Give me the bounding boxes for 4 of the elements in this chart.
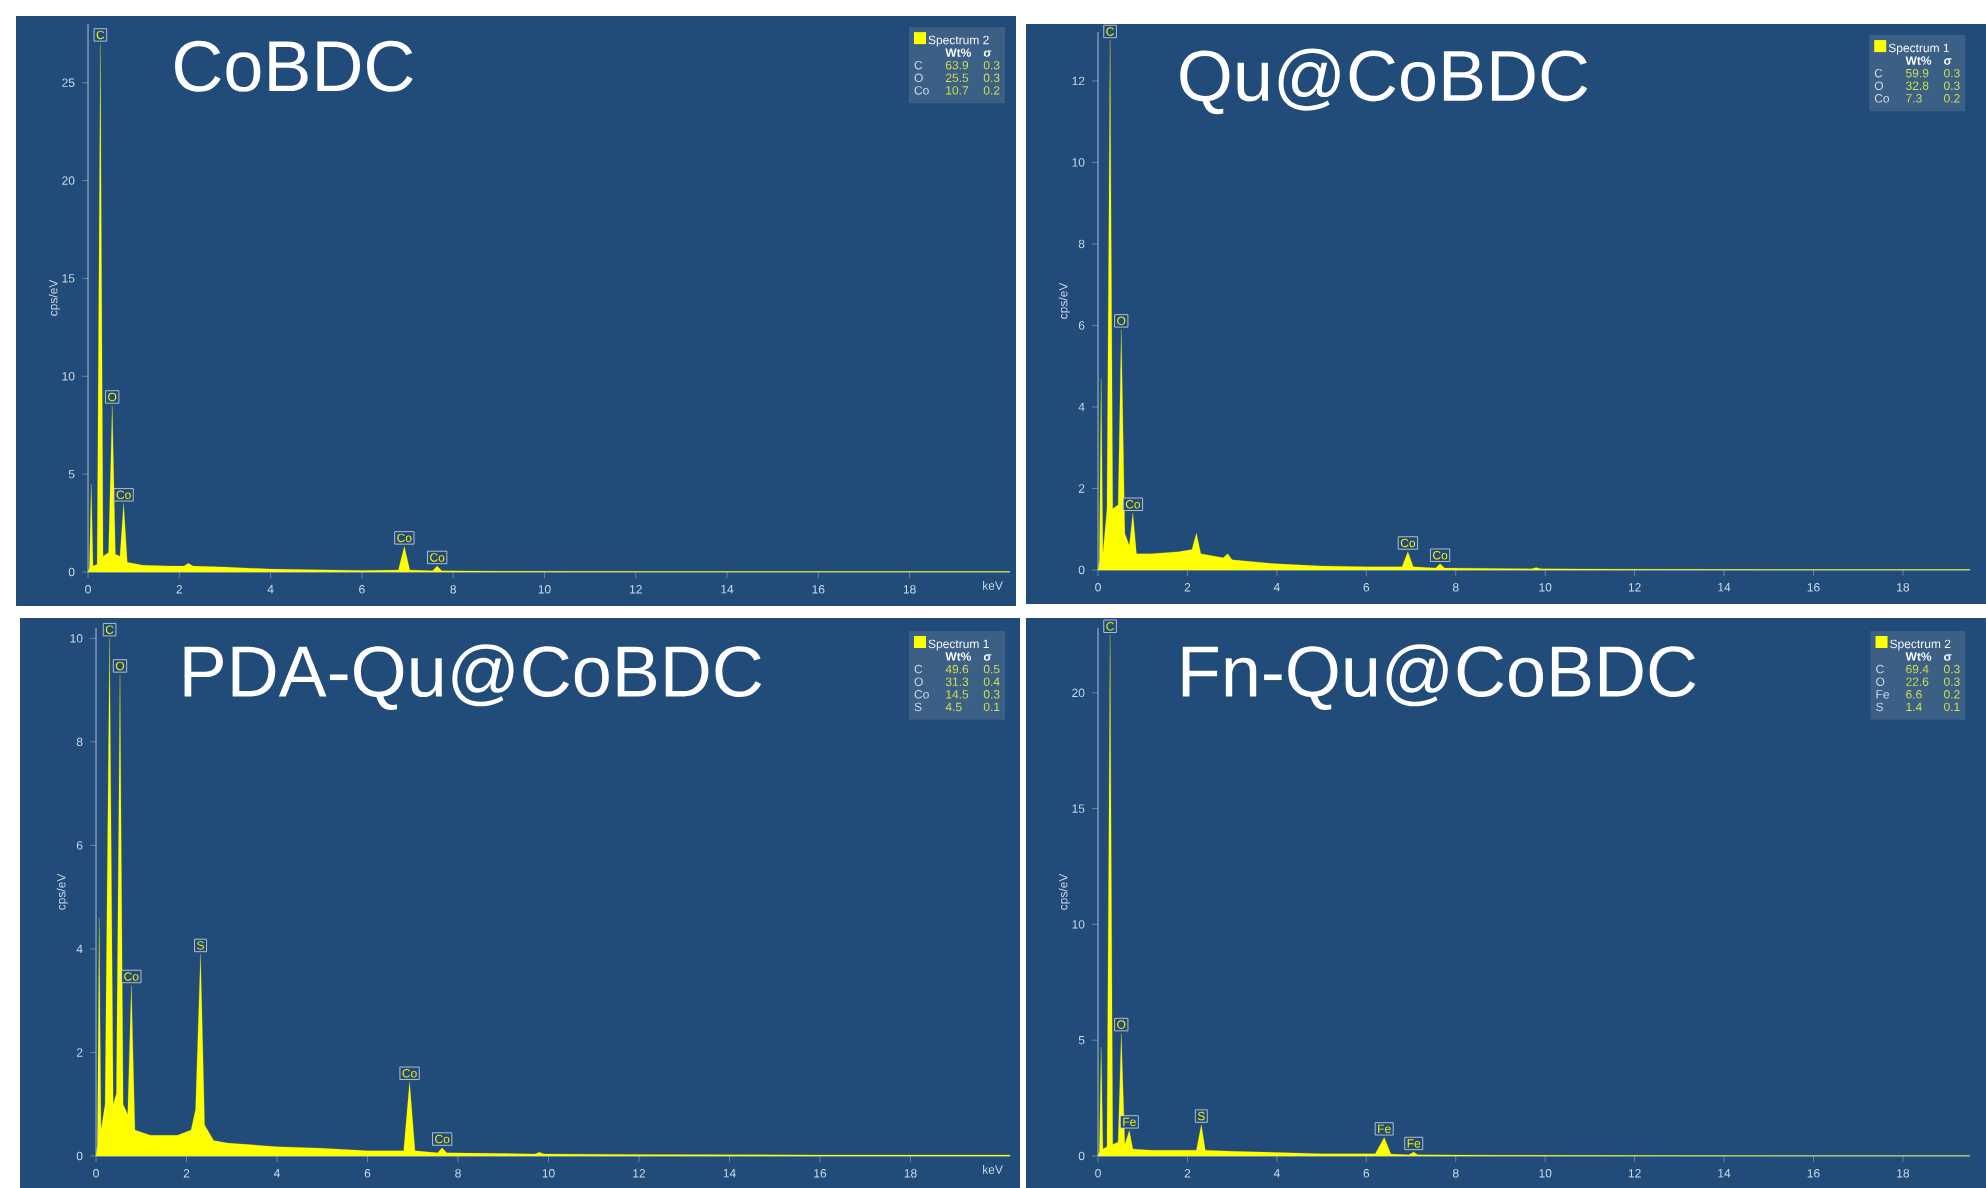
chart-title: Fn-Qu@CoBDC bbox=[1182, 644, 1696, 710]
chart-title: CoBDC bbox=[175, 40, 413, 92]
chart-title: Qu@CoBDC bbox=[1180, 48, 1588, 115]
chart-title: PDA-Qu@CoBDC bbox=[184, 644, 762, 710]
